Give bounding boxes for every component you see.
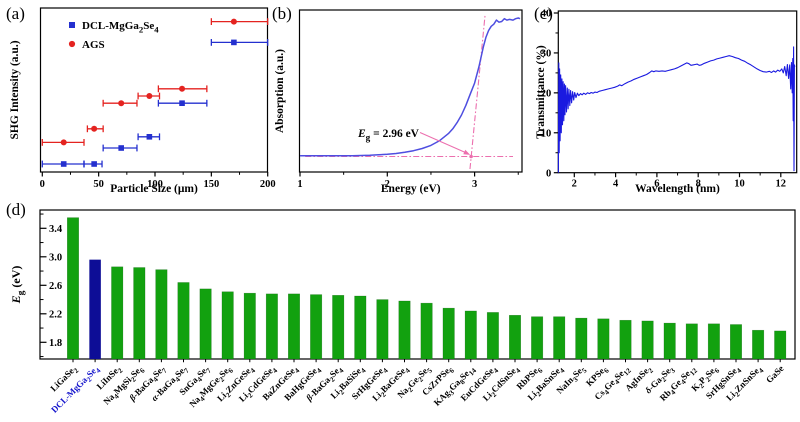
svg-text:Eg = 2.96 eV: Eg = 2.96 eV <box>357 128 420 142</box>
panel-b-label: (b) <box>272 4 292 23</box>
svg-text:8: 8 <box>696 179 701 190</box>
svg-text:2.2: 2.2 <box>49 309 62 320</box>
svg-text:Na2Ge2Se5: Na2Ge2Se5 <box>395 363 434 402</box>
svg-text:4: 4 <box>613 179 619 190</box>
absorption-spectrum-chart: 1 2 3 Energy (eV) Absorption (a.u.) Eg = 2.96… <box>274 9 523 195</box>
svg-text:2: 2 <box>572 179 577 190</box>
svg-text:3: 3 <box>472 179 477 190</box>
panel-d-label: (d) <box>6 200 26 219</box>
svg-text:50: 50 <box>93 179 104 190</box>
svg-text:10: 10 <box>734 179 745 190</box>
panel-c-label: (c) <box>534 4 553 23</box>
svg-text:Energy (eV): Energy (eV) <box>381 183 441 195</box>
svg-text:Cs4Ge4Se12: Cs4Ge4Se12 <box>592 363 633 404</box>
svg-text:K2P2Se6: K2P2Se6 <box>689 363 721 395</box>
svg-text:40: 40 <box>541 9 552 20</box>
svg-text:0: 0 <box>40 179 45 190</box>
transmittance-spectrum-chart: 0 10 20 30 40 2 4 6 8 10 12 Wavelength (nm) Transmit… <box>535 9 798 195</box>
svg-text:1.8: 1.8 <box>49 338 62 349</box>
svg-text:2.6: 2.6 <box>49 281 62 292</box>
svg-text:200: 200 <box>260 179 276 190</box>
svg-text:Wavelength (nm): Wavelength (nm) <box>635 183 720 195</box>
svg-text:Particle Size (μm): Particle Size (μm) <box>110 183 198 195</box>
svg-text:3.4: 3.4 <box>49 224 63 235</box>
bandgap-comparison-bar-chart: 1.82.22.63.03.4Eg (eV)LiGaSe2DCL-MgGa2Se… <box>9 209 796 415</box>
svg-text:SHG Intensity (a.u.): SHG Intensity (a.u.) <box>9 40 21 139</box>
svg-text:GaSe: GaSe <box>764 363 786 385</box>
svg-text:Absorption (a.u.): Absorption (a.u.) <box>274 49 286 133</box>
svg-text:0: 0 <box>546 168 551 179</box>
svg-text:10: 10 <box>541 128 552 139</box>
svg-text:20: 20 <box>541 88 552 99</box>
svg-text:12: 12 <box>776 179 787 190</box>
svg-text:3.0: 3.0 <box>49 252 62 263</box>
panel-a-label: (a) <box>6 4 25 23</box>
svg-text:DCL-MgGa2Se4: DCL-MgGa2Se4 <box>82 20 159 34</box>
svg-text:AGS: AGS <box>82 39 105 51</box>
shg-intensity-scatter-chart: 0 50 100 150 200 Particle Size (μm) SHG Intens… <box>9 7 276 195</box>
svg-text:Transmittance (%): Transmittance (%) <box>535 45 547 139</box>
svg-text:100: 100 <box>147 179 163 190</box>
svg-text:30: 30 <box>541 49 552 60</box>
svg-text:2: 2 <box>385 179 390 190</box>
svg-text:150: 150 <box>203 179 219 190</box>
svg-text:1: 1 <box>297 179 302 190</box>
svg-text:6: 6 <box>654 179 659 190</box>
svg-text:Eg (eV): Eg (eV) <box>9 266 27 305</box>
